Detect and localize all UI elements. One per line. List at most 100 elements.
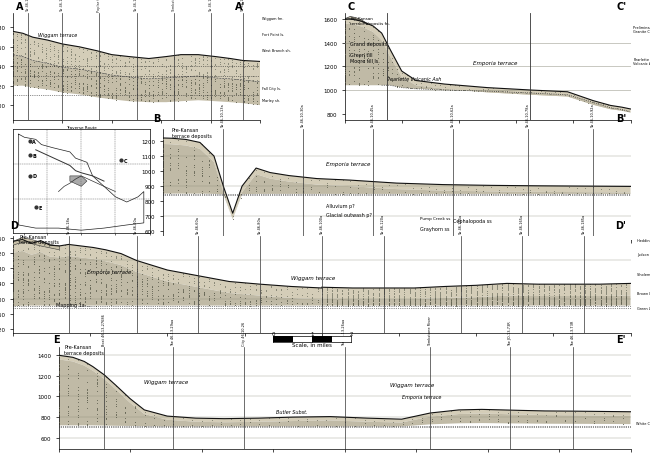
Point (332, 297, 343, 304)
Point (343, 300, 353, 307)
Point (132, 274, 142, 282)
Point (451, 287, 462, 294)
Point (157, 150, 168, 157)
Point (45, 60, 55, 67)
Point (227, 213, 238, 220)
Point (164, 98, 175, 106)
Point (451, 296, 462, 303)
Point (476, 285, 487, 293)
Point (589, 410, 599, 418)
Point (358, 298, 369, 305)
Point (373, 301, 384, 309)
Point (354, 46, 364, 53)
Point (8, 300, 18, 307)
Point (611, 298, 621, 306)
Point (137, 267, 148, 275)
Point (518, 286, 528, 294)
Point (188, 164, 199, 172)
Point (513, 285, 523, 292)
Polygon shape (344, 18, 367, 26)
Point (332, 293, 343, 300)
Point (292, 422, 303, 430)
Point (53, 88, 64, 95)
Point (363, 55, 374, 63)
Point (497, 301, 508, 308)
Point (378, 50, 388, 57)
Point (8, 253, 18, 261)
Point (157, 277, 168, 285)
Point (185, 59, 196, 66)
Point (103, 61, 113, 68)
Point (373, 65, 384, 72)
Point (407, 415, 417, 422)
Point (12, 78, 22, 85)
Point (90, 259, 101, 267)
Point (181, 65, 192, 72)
Point (410, 297, 420, 305)
Point (259, 179, 270, 187)
Point (94, 70, 105, 78)
Point (585, 300, 595, 307)
Point (430, 298, 441, 306)
Point (423, 184, 434, 192)
Point (399, 289, 410, 296)
Point (127, 85, 138, 92)
Point (173, 187, 183, 194)
Point (441, 295, 451, 302)
Point (64, 277, 75, 284)
Point (575, 297, 585, 305)
Point (220, 298, 230, 305)
Point (92, 378, 102, 386)
Point (24, 48, 34, 55)
Point (212, 188, 222, 195)
Point (539, 298, 549, 306)
Point (70, 299, 80, 307)
Point (322, 297, 332, 304)
Point (474, 407, 484, 414)
Point (575, 298, 585, 306)
Point (410, 296, 420, 304)
Point (281, 299, 292, 307)
Point (202, 92, 213, 100)
Point (455, 407, 465, 415)
Point (49, 58, 60, 66)
Point (222, 61, 233, 69)
Point (177, 71, 188, 78)
Point (63, 366, 73, 373)
Point (127, 69, 138, 76)
Point (206, 75, 216, 82)
Point (597, 101, 608, 109)
Point (36, 56, 47, 63)
Point (287, 288, 297, 296)
Point (461, 301, 471, 309)
Point (430, 288, 441, 296)
Point (59, 284, 70, 292)
Point (287, 301, 297, 308)
Point (32, 77, 43, 85)
Point (188, 152, 199, 159)
Polygon shape (13, 240, 322, 300)
Point (534, 295, 544, 303)
Point (13, 263, 23, 270)
Point (210, 88, 220, 96)
Point (569, 297, 580, 304)
Point (313, 288, 323, 295)
Point (601, 283, 611, 291)
Point (24, 81, 34, 88)
Point (373, 295, 384, 303)
Point (410, 289, 420, 297)
Point (441, 285, 451, 292)
Point (456, 296, 466, 303)
Point (235, 62, 245, 69)
Point (204, 294, 214, 302)
Point (487, 296, 497, 303)
Point (122, 267, 132, 275)
Point (231, 76, 241, 84)
Point (497, 289, 508, 297)
Point (218, 78, 229, 86)
Point (20, 68, 31, 75)
Point (344, 81, 354, 89)
Point (543, 295, 554, 303)
Point (508, 291, 518, 298)
Point (595, 297, 606, 304)
